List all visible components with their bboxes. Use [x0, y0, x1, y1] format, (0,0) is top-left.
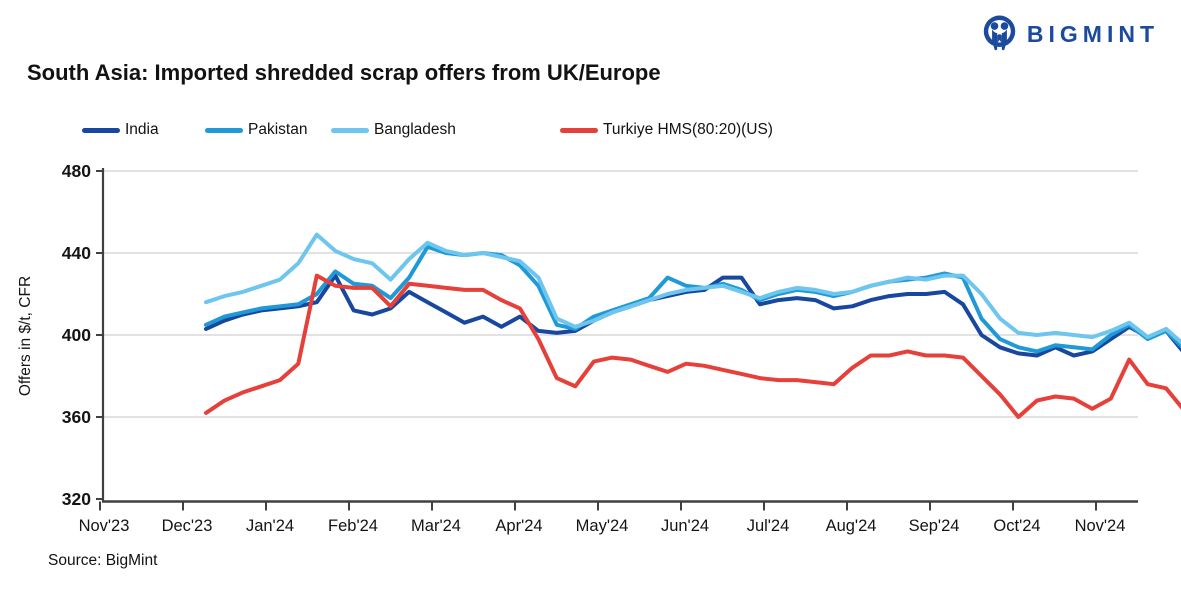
india-line-swatch	[82, 127, 120, 133]
legend-item-bangladesh: Bangladesh	[331, 118, 456, 142]
series-line-india	[204, 273, 1181, 358]
series-line-turkiye-hms-80-20-us	[204, 273, 1181, 419]
x-tick-label: Nov'24	[1075, 517, 1126, 535]
x-tick-label: Feb'24	[328, 517, 378, 535]
y-tick-label: 480	[62, 161, 91, 181]
x-tick-label: Dec'23	[162, 517, 213, 535]
y-tick-label: 400	[62, 325, 91, 345]
legend-label: Turkiye HMS(80:20)(US)	[603, 121, 773, 138]
x-tick-label: Apr'24	[495, 517, 542, 535]
source-note: Source: BigMint	[48, 552, 158, 569]
people-circle-icon	[983, 15, 1016, 51]
x-tick-label: Jan'24	[246, 517, 294, 535]
brand-logo: BIGMINT	[981, 13, 1159, 55]
x-tick-label: Aug'24	[826, 517, 877, 535]
series-line-pakistan	[204, 244, 1181, 354]
x-tick-label: May'24	[576, 517, 629, 535]
legend-item-turkiye: Turkiye HMS(80:20)(US)	[560, 118, 773, 142]
chart-legend: India Pakistan Bangladesh Turkiye HMS(80…	[0, 118, 1181, 142]
brand-wordmark: BIGMINT	[1026, 20, 1159, 47]
legend-item-pakistan: Pakistan	[205, 118, 307, 142]
x-tick-label: Jul'24	[747, 517, 790, 535]
x-tick-label: Jun'24	[661, 517, 709, 535]
bangladesh-line-swatch	[331, 127, 369, 133]
y-tick-label: 320	[62, 489, 91, 509]
turkiye-line-swatch	[560, 127, 598, 133]
legend-item-india: India	[82, 118, 159, 142]
x-tick-label: Sep'24	[909, 517, 960, 535]
x-tick-label: Oct'24	[993, 517, 1040, 535]
series-line-bangladesh	[204, 232, 1181, 345]
chart-title: South Asia: Imported shredded scrap offe…	[27, 60, 661, 85]
y-axis-title: Offers in $/t, CFR	[17, 276, 34, 396]
y-tick-label: 360	[62, 407, 91, 427]
pakistan-line-swatch	[205, 127, 243, 133]
x-tick-label: Mar'24	[411, 517, 461, 535]
legend-label: India	[125, 121, 159, 138]
y-tick-label: 440	[62, 243, 91, 263]
legend-label: Bangladesh	[374, 121, 456, 138]
x-tick-label: Nov'23	[79, 517, 130, 535]
legend-label: Pakistan	[248, 121, 308, 138]
